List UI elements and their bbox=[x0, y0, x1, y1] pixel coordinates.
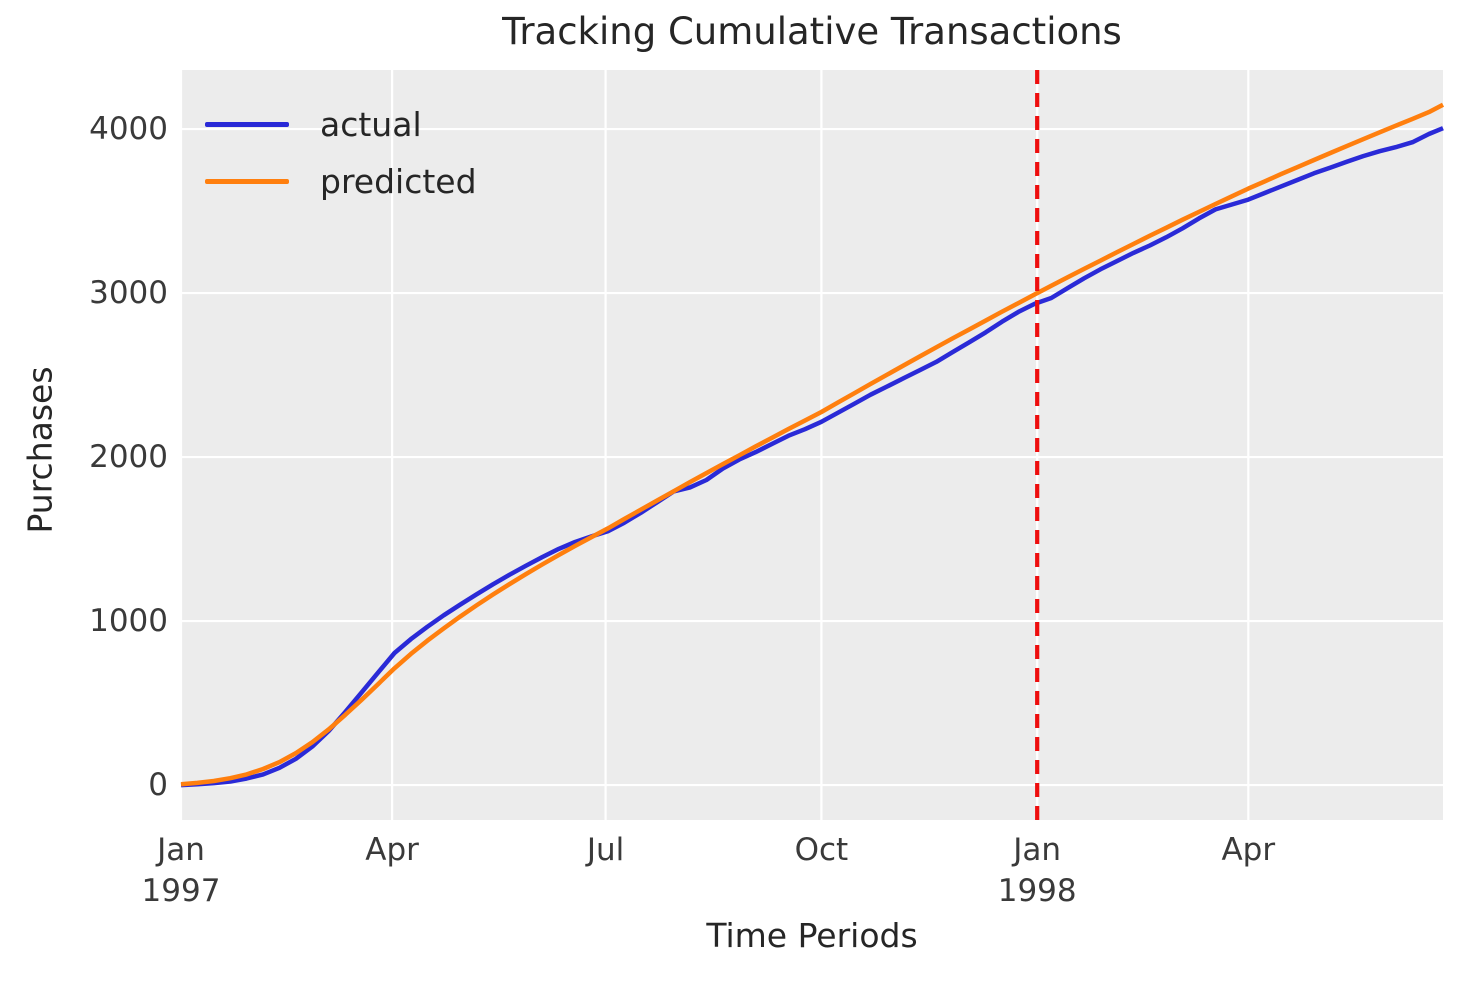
chart-title: Tracking Cumulative Transactions bbox=[502, 10, 1122, 53]
x-tick-year-label: 1997 bbox=[141, 873, 221, 909]
x-tick-label: Apr bbox=[365, 832, 419, 868]
legend-item-predicted: predicted bbox=[205, 153, 477, 210]
x-tick-label: Jan 1997 bbox=[96, 830, 266, 912]
x-tick-label: Oct bbox=[794, 832, 849, 868]
x-tick-label: Jan 1998 bbox=[952, 830, 1122, 912]
y-tick-label: 1000 bbox=[89, 603, 168, 640]
legend-label-predicted: predicted bbox=[320, 162, 477, 201]
x-axis-label: Time Periods bbox=[706, 916, 918, 955]
y-tick-label: 2000 bbox=[89, 439, 168, 476]
legend: actual predicted bbox=[205, 96, 477, 210]
series-actual-line bbox=[180, 126, 1444, 788]
y-tick-label: 3000 bbox=[89, 275, 168, 312]
y-tick-label: 0 bbox=[148, 767, 168, 804]
x-tick-label: Jul bbox=[586, 832, 625, 868]
legend-item-actual: actual bbox=[205, 96, 477, 153]
x-tick-year-label: 1998 bbox=[997, 873, 1077, 909]
predicted-line-swatch bbox=[205, 179, 289, 184]
y-tick-label: 4000 bbox=[89, 111, 168, 148]
actual-line-swatch bbox=[205, 122, 289, 127]
series-predicted-line bbox=[180, 102, 1445, 787]
x-tick-label: Apr bbox=[1221, 832, 1276, 868]
legend-label-actual: actual bbox=[320, 105, 422, 144]
